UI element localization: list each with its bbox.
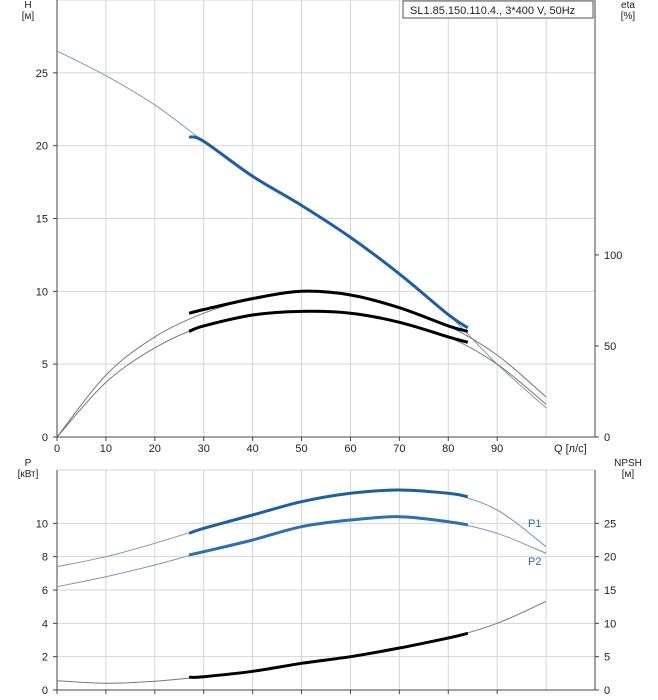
chart-title: SL1.85.150.110.4., 3*400 V, 50Hz (410, 5, 575, 17)
top-xtick-label: 10 (100, 443, 112, 455)
bottom-y2tick-label: 15 (604, 585, 616, 597)
top-y2tick-label: 0 (604, 432, 610, 444)
top-xtick-label: 70 (393, 443, 405, 455)
top-xtick-label: 50 (295, 443, 307, 455)
x-axis-label: Q [л/с] (554, 443, 587, 455)
bottom-series-line-5 (189, 631, 469, 679)
bottom-y-axis-title: P (25, 458, 32, 469)
top-y2tick-label: 50 (604, 341, 616, 353)
bottom-ytick-label: 4 (42, 618, 48, 630)
top-series-line-1 (188, 135, 469, 330)
bottom-y2tick-label: 10 (604, 618, 616, 630)
top-y-axis-title: H (24, 0, 31, 11)
top-xtick-label: 40 (247, 443, 259, 455)
top-xtick-label: 80 (442, 443, 454, 455)
bottom-y2tick-label: 0 (604, 685, 610, 697)
top-xtick-label: 30 (198, 443, 210, 455)
top-y2-axis-unit: [%] (621, 11, 636, 22)
top-ytick-label: 10 (36, 286, 48, 298)
bottom-y2tick-label: 25 (604, 518, 616, 530)
bottom-ytick-label: 8 (42, 552, 48, 564)
bottom-y2-axis-title: NPSH (614, 458, 642, 469)
top-ytick-label: 20 (36, 141, 48, 153)
series-label-p2: P2 (528, 556, 541, 568)
bottom-y-axis-unit: [кВт] (18, 469, 39, 480)
power-npsh-panel: 0 2 4 6 8 10 0 5 10 15 20 25 P[кВт] NPSH[м] P1 P2 (18, 458, 642, 697)
series-label-p1: P1 (528, 518, 541, 530)
top-series-line-5 (188, 309, 469, 344)
top-ytick-label: 25 (36, 68, 48, 80)
bottom-ytick-label: 0 (42, 685, 48, 697)
top-ytick-label: 0 (42, 432, 48, 444)
bottom-ytick-label: 10 (36, 518, 48, 530)
bottom-series-line-1 (188, 488, 469, 535)
top-series-line-3 (188, 289, 469, 333)
top-xtick-label: 0 (54, 443, 60, 455)
top-ytick-label: 15 (36, 214, 48, 226)
top-y2tick-label: 100 (604, 250, 622, 262)
top-xtick-label: 60 (344, 443, 356, 455)
bottom-ytick-label: 6 (42, 585, 48, 597)
top-y-axis-unit: [м] (22, 11, 35, 22)
title-box (402, 0, 594, 19)
top-xtick-label: 20 (149, 443, 161, 455)
bottom-y2tick-label: 5 (604, 652, 610, 664)
bottom-y2-axis-unit: [м] (622, 469, 635, 480)
top-xtick-label: 90 (491, 443, 503, 455)
bottom-series-line-3 (188, 515, 469, 557)
top-ytick-label: 5 (42, 359, 48, 371)
head-efficiency-panel: 0 5 10 15 20 25 0 50 100 0 10 20 30 40 50 60 70 80 90 Q [л/… (22, 0, 636, 455)
top-y2-axis-title: eta (621, 0, 635, 11)
bottom-y2tick-label: 20 (604, 552, 616, 564)
bottom-ytick-label: 2 (42, 652, 48, 664)
